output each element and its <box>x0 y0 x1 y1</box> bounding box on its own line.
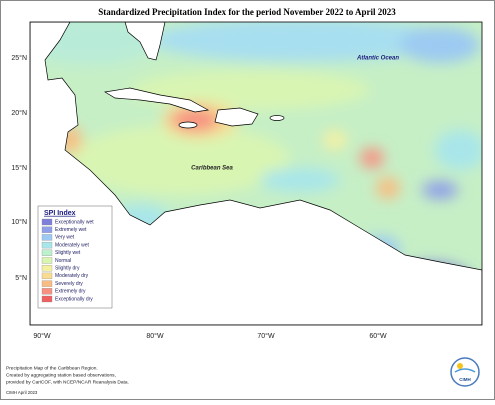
title: Standardized Precipitation Index for the… <box>98 7 396 17</box>
hispaniola <box>214 107 259 127</box>
logo-text: CIMH <box>459 377 471 382</box>
legend-label: Severely dry <box>55 281 83 287</box>
legend-label: Moderately dry <box>55 273 89 279</box>
legend-label: Normal <box>55 258 71 264</box>
lon-label: 60°W <box>369 332 387 340</box>
legend: SPI Index Exceptionally wet Extremely wet… <box>37 205 113 309</box>
legend-swatch <box>41 288 53 295</box>
lon-label: 90°W <box>33 332 51 340</box>
legend-label: Slightly dry <box>55 266 80 272</box>
map-frame <box>29 21 483 326</box>
legend-label: Extremely wet <box>55 227 87 233</box>
legend-title: SPI Index <box>44 210 76 217</box>
legend-swatch <box>41 257 53 264</box>
legend-swatch <box>41 218 53 226</box>
legend-swatch <box>41 226 53 233</box>
land-mass <box>30 22 482 325</box>
footer-credit: CIMH April 2023 <box>6 390 38 395</box>
legend-swatch <box>41 265 53 272</box>
legend-swatch <box>41 241 53 249</box>
legend-label: Moderately wet <box>55 242 90 248</box>
legend-swatch <box>41 272 53 280</box>
florida <box>124 22 166 61</box>
legend-swatch <box>41 295 53 303</box>
legend-swatch <box>41 280 53 287</box>
legend-swatch <box>41 234 53 241</box>
puerto-rico <box>269 115 285 121</box>
lat-label: 10°N <box>11 218 27 226</box>
cuba <box>103 87 210 113</box>
footer-line: Created by aggregating station based obs… <box>6 372 116 378</box>
legend-label: Exceptionally dry <box>55 296 93 302</box>
place-label: Caribbean Sea <box>191 166 233 172</box>
logo: CIMH <box>450 357 480 387</box>
legend-swatch <box>41 249 53 256</box>
lat-label: 25°N <box>11 54 27 62</box>
lon-label: 80°W <box>146 332 164 340</box>
lon-label: 70°W <box>257 332 275 340</box>
legend-label: Extremely dry <box>55 289 86 295</box>
legend-label: Very wet <box>55 235 75 241</box>
footer-line: provided by CariCOF, with NCEP/NCAR Rean… <box>6 379 129 385</box>
legend-label: Slightly wet <box>55 250 81 256</box>
place-label: Atlantic Ocean <box>356 56 399 62</box>
jamaica <box>178 121 198 129</box>
lat-label: 15°N <box>11 164 27 172</box>
lat-label: 20°N <box>11 109 27 117</box>
footer-line: Precipitation Map of the Caribbean Regio… <box>6 365 98 371</box>
lat-label: 5°N <box>15 274 27 282</box>
legend-label: Exceptionally wet <box>55 219 94 225</box>
